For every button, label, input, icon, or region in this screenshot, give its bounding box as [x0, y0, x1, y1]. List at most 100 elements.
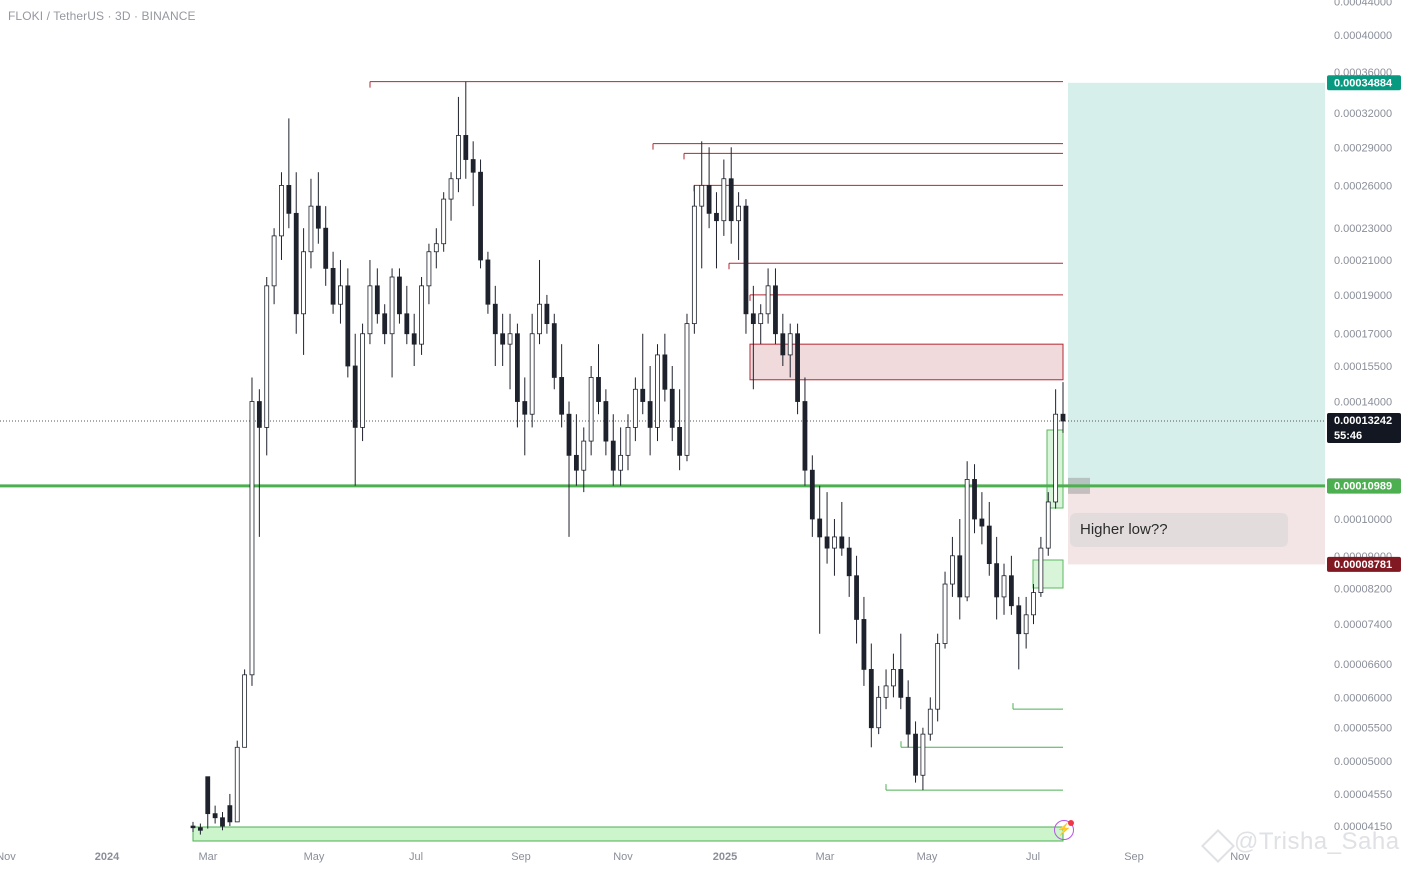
candle: [448, 172, 454, 221]
candle-body: [301, 251, 306, 315]
candle: [581, 427, 587, 493]
candle-body: [389, 276, 395, 335]
candle-body: [588, 377, 594, 442]
candle: [669, 365, 675, 442]
candle: [854, 555, 859, 644]
time-axis[interactable]: Nov 2024 Mar May Jul Sep Nov 2025 Mar May Jul Sep No…: [0, 851, 1250, 863]
candle-body: [382, 313, 388, 335]
higher-low-note[interactable]: Higher low??: [1070, 513, 1288, 547]
price-tick-label: 0.00029000: [1334, 142, 1392, 154]
candle: [758, 304, 764, 345]
candle: [352, 333, 358, 486]
candle: [537, 259, 542, 345]
candle: [559, 344, 565, 428]
target-zone: [1068, 82, 1325, 486]
candle-body: [721, 178, 727, 222]
candle: [397, 268, 402, 324]
candle-body: [957, 555, 963, 598]
candle-body: [913, 733, 918, 776]
candle: [279, 172, 284, 260]
candle: [234, 740, 240, 823]
candle-body: [986, 525, 992, 565]
candle: [323, 206, 329, 286]
candle-body: [603, 401, 609, 442]
time-tick-label: Sep: [511, 851, 531, 863]
candle: [205, 776, 211, 829]
candle-body: [1060, 413, 1066, 422]
candle: [382, 304, 388, 345]
candle: [256, 389, 262, 537]
candle: [883, 669, 889, 710]
time-tick-label: Jul: [409, 851, 423, 863]
candle: [345, 268, 351, 378]
candle-body: [891, 669, 896, 687]
candle-body: [898, 669, 904, 698]
candle-body: [419, 285, 424, 345]
price-tick-label: 0.00005500: [1334, 723, 1392, 735]
candle: [905, 680, 911, 748]
candle-body: [242, 674, 248, 748]
flash-icon[interactable]: ⚡: [1054, 820, 1074, 840]
candle: [677, 389, 683, 471]
time-tick-label: 2024: [95, 851, 120, 863]
price-tick-label: 0.00023000: [1334, 223, 1392, 235]
time-tick-label: Jul: [1026, 851, 1040, 863]
price-tick-label: 0.00017000: [1334, 329, 1392, 341]
candle-body: [743, 205, 749, 315]
price-tick-label: 0.00015500: [1334, 361, 1392, 373]
candle: [588, 365, 594, 456]
candle: [691, 185, 697, 334]
price-tick-label: 0.00004150: [1334, 821, 1392, 833]
candle-body: [279, 185, 284, 237]
candle: [684, 313, 690, 462]
candle: [1038, 536, 1044, 597]
candle-body: [677, 427, 683, 456]
candles-layer: [190, 81, 1066, 835]
candle: [315, 172, 321, 244]
candle-body: [1001, 575, 1007, 598]
candle: [1016, 596, 1022, 670]
candle-body: [662, 354, 668, 390]
price-badge: [1327, 478, 1401, 494]
candle-body: [529, 333, 535, 415]
candle-body: [566, 413, 572, 456]
candle-body: [640, 388, 646, 402]
candle: [1045, 492, 1051, 556]
price-axis[interactable]: 0.000440000.000400000.000360000.00032000…: [1334, 0, 1392, 833]
candle-body: [338, 285, 343, 305]
candle-body: [861, 619, 867, 670]
candle: [301, 228, 306, 355]
price-badge-label: 0.00010989: [1334, 481, 1392, 493]
candle-body: [787, 333, 793, 356]
candle: [979, 492, 985, 545]
candle: [463, 81, 469, 179]
candle-body: [927, 708, 933, 735]
candle: [1053, 389, 1059, 509]
candle-body: [883, 685, 889, 698]
candle-body: [404, 313, 410, 335]
candle: [293, 172, 299, 334]
price-tick-label: 0.00014000: [1334, 397, 1392, 409]
candle-body: [905, 696, 911, 735]
candle-body: [714, 212, 719, 222]
candle-body: [515, 333, 520, 402]
price-tick-label: 0.00010000: [1334, 514, 1392, 526]
candle: [632, 377, 638, 442]
price-badge: [1327, 75, 1401, 91]
candle: [197, 823, 203, 835]
candle-body: [1016, 605, 1022, 635]
candle: [433, 228, 439, 269]
candle: [544, 294, 550, 334]
candle-body: [448, 178, 454, 200]
price-badge-label: 0.00034884: [1334, 77, 1393, 89]
candle-body: [736, 205, 741, 222]
candle: [913, 721, 918, 783]
candle: [699, 141, 705, 269]
candle-body: [684, 323, 690, 456]
candle: [765, 268, 771, 324]
candle-body: [212, 813, 218, 819]
candle-body: [669, 388, 675, 428]
demand-zone-bottom: [192, 826, 1064, 842]
candle: [419, 277, 424, 355]
